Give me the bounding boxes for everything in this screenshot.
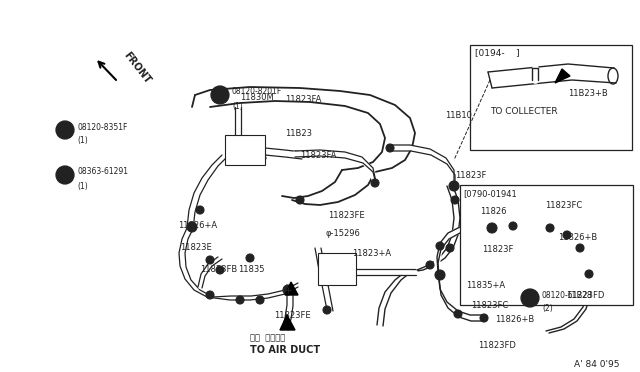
Circle shape [546,224,554,232]
Text: 11823FC: 11823FC [471,301,508,310]
Bar [318,253,356,285]
Text: 11823F: 11823F [455,170,486,180]
Circle shape [451,196,459,204]
Circle shape [371,179,379,187]
Text: φ-15296: φ-15296 [325,228,360,237]
Circle shape [449,181,459,191]
Circle shape [426,261,434,269]
Text: 11826+B: 11826+B [495,315,534,324]
Circle shape [509,222,517,230]
Text: 11B10: 11B10 [445,110,472,119]
Circle shape [241,154,248,161]
Circle shape [436,242,444,250]
Bar [460,185,633,305]
Text: A' 84 0'95: A' 84 0'95 [575,360,620,369]
Circle shape [256,296,264,304]
Circle shape [228,154,236,161]
Bar [470,45,632,150]
Text: 11835: 11835 [238,266,264,275]
Text: 11B23: 11B23 [285,128,312,138]
Text: B: B [527,294,533,302]
Circle shape [246,254,254,262]
Circle shape [216,266,224,274]
Circle shape [255,138,262,145]
Polygon shape [280,315,295,330]
Text: S: S [62,170,68,180]
Circle shape [211,86,229,104]
Text: [0194-    ]: [0194- ] [475,48,520,58]
Polygon shape [555,69,570,83]
Text: 11823F: 11823F [482,246,513,254]
Text: B: B [62,125,68,135]
Circle shape [521,289,539,307]
Text: 11823FB: 11823FB [200,266,237,275]
Text: 11823FE: 11823FE [328,211,365,219]
Text: 08120-8351F: 08120-8351F [77,122,127,131]
Text: 11823+A: 11823+A [352,250,391,259]
Text: 11823FC: 11823FC [545,201,582,209]
Text: 11826: 11826 [480,208,506,217]
Text: エア  ダクトへ: エア ダクトへ [250,334,285,343]
Circle shape [255,154,262,161]
Text: 11B23+B: 11B23+B [568,89,608,97]
Bar [225,135,265,165]
Text: 11823FB: 11823FB [230,154,268,163]
Text: 11823FE: 11823FE [274,311,310,320]
Polygon shape [285,282,298,295]
Text: (1): (1) [232,102,243,110]
Circle shape [480,314,488,322]
Circle shape [241,138,248,145]
Text: 08120-61228: 08120-61228 [542,291,593,299]
Text: (1): (1) [77,182,88,190]
Text: 11835+A: 11835+A [466,280,505,289]
Text: 08120-8201F: 08120-8201F [232,87,282,96]
Text: 11823FA: 11823FA [300,151,337,160]
Text: FRONT: FRONT [122,50,153,86]
Text: (2): (2) [542,305,553,314]
Text: [0790-01941: [0790-01941 [463,189,516,199]
Text: 11830M: 11830M [240,93,274,102]
Text: 11826+B: 11826+B [558,234,597,243]
Circle shape [196,206,204,214]
Text: (1): (1) [77,137,88,145]
Text: TO AIR DUCT: TO AIR DUCT [250,345,320,355]
Circle shape [187,222,197,232]
Text: 11823FA: 11823FA [285,96,321,105]
Circle shape [585,270,593,278]
Circle shape [296,196,304,204]
Circle shape [454,310,462,318]
Text: 11B23FD: 11B23FD [566,291,604,299]
Text: TO COLLECTER: TO COLLECTER [490,108,557,116]
Circle shape [206,256,214,264]
Text: 08363-61291: 08363-61291 [77,167,128,176]
Text: 11823E: 11823E [180,244,212,253]
Circle shape [56,166,74,184]
Circle shape [576,244,584,252]
Circle shape [446,244,454,252]
Circle shape [386,144,394,152]
Text: 11823FD: 11823FD [478,340,516,350]
Circle shape [56,121,74,139]
Circle shape [283,285,293,295]
Circle shape [228,138,236,145]
Text: 11826+A: 11826+A [178,221,217,230]
Circle shape [435,270,445,280]
Circle shape [323,306,331,314]
Circle shape [487,223,497,233]
Circle shape [563,231,571,239]
Circle shape [236,296,244,304]
Text: B: B [217,90,223,99]
Circle shape [206,291,214,299]
